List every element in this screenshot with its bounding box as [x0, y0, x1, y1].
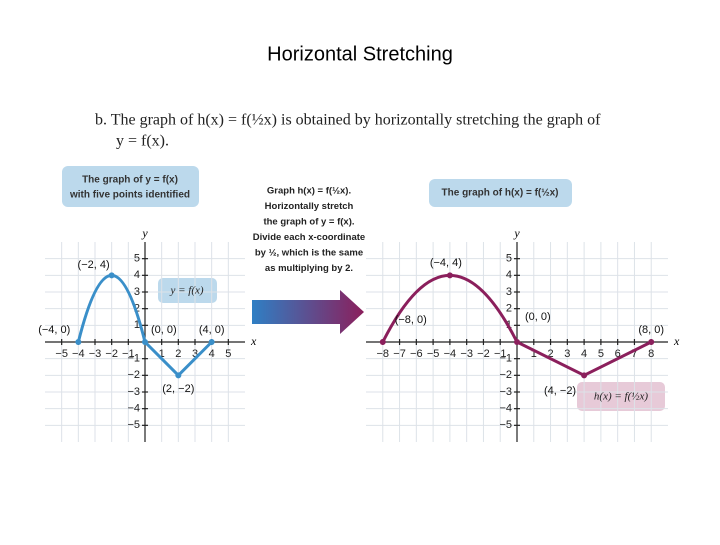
- instruction-line: Graph h(x) = f(½x).: [267, 186, 351, 197]
- y-tick-label: 5: [134, 253, 140, 265]
- y-tick-label: 4: [506, 269, 512, 281]
- legend-label: y = f(x): [169, 285, 203, 297]
- callout-text: The graph of y = f(x): [82, 175, 178, 186]
- instruction-line: the graph of y = f(x).: [263, 217, 354, 228]
- y-tick-label: 5: [506, 253, 512, 265]
- x-tick-label: 2: [547, 348, 553, 360]
- y-tick-label: −3: [127, 386, 140, 398]
- y-tick-label: 4: [134, 269, 140, 281]
- point-label: (−2, 4): [78, 259, 110, 271]
- chart: xy−8 −7 −6 −5 −4 −3 −2 −1 1 2 3 4 5 6 7 8−5−4−3−2−11234…: [366, 188, 680, 442]
- x-tick-label: −5: [55, 348, 68, 360]
- y-tick-label: −1: [127, 353, 140, 365]
- point: [581, 372, 588, 379]
- point-label: (−4, 0): [38, 324, 70, 336]
- x-tick-label: −2: [477, 348, 490, 360]
- callout-box: [62, 166, 199, 207]
- x-tick-label: 4: [581, 348, 587, 360]
- point: [75, 339, 82, 345]
- x-tick-label: 5: [598, 348, 604, 360]
- point-label: (−4, 4): [430, 257, 462, 269]
- y-tick-label: 3: [134, 286, 140, 298]
- statement-line: b. The graph of h(x) = f(½x) is obtained…: [95, 112, 601, 129]
- y-tick-label: 2: [134, 303, 140, 315]
- x-tick-label: −5: [427, 348, 440, 360]
- x-tick-label: −1: [122, 348, 135, 360]
- y-tick-label: 1: [134, 319, 140, 331]
- point-label: (2, −2): [162, 383, 194, 395]
- y-tick-label: −3: [499, 386, 512, 398]
- point-label: (0, 0): [525, 311, 551, 323]
- point: [648, 339, 655, 345]
- legend-label: h(x) = f(½x): [594, 391, 648, 403]
- x-tick-label: 1: [531, 348, 537, 360]
- callout-text: The graph of h(x) = f(½x): [442, 188, 559, 199]
- y-tick-label: −4: [499, 403, 512, 415]
- x-tick-label: 8: [648, 348, 654, 360]
- x-tick-label: 3: [192, 348, 198, 360]
- x-tick-label: 5: [225, 348, 231, 360]
- point-label: (4, −2): [544, 385, 576, 397]
- y-tick-label: −2: [127, 369, 140, 381]
- x-tick-label: −2: [105, 348, 118, 360]
- title: Horizontal Stretching: [267, 43, 453, 65]
- x-tick-label: 1: [159, 348, 165, 360]
- x-tick-label: 2: [175, 348, 181, 360]
- y-tick-label: 2: [506, 303, 512, 315]
- x-tick-label: 4: [209, 348, 215, 360]
- y-axis-label: y: [513, 226, 520, 240]
- point: [514, 339, 520, 345]
- x-tick-label: −6: [410, 348, 423, 360]
- point: [446, 272, 453, 279]
- y-tick-label: −5: [499, 419, 512, 431]
- x-tick-label: −4: [72, 348, 85, 360]
- x-tick-label: −1: [494, 348, 507, 360]
- legend-box: [577, 382, 665, 411]
- point-label: (4, 0): [199, 324, 225, 336]
- y-tick-label: −1: [499, 353, 512, 365]
- y-axis-label: y: [141, 226, 148, 240]
- arrow: [252, 290, 364, 334]
- y-tick-label: −5: [127, 419, 140, 431]
- x-axis-label: x: [673, 334, 680, 348]
- x-tick-label: 6: [615, 348, 621, 360]
- y-tick-label: −4: [127, 403, 140, 415]
- legend-box: [158, 278, 217, 303]
- point: [379, 339, 386, 345]
- point-label: (8, 0): [638, 324, 664, 336]
- x-tick-label: −3: [460, 348, 473, 360]
- x-tick-label: −3: [89, 348, 102, 360]
- callout-text: with five points identified: [69, 190, 190, 201]
- point-label: (−8, 0): [395, 314, 427, 326]
- y-tick-label: 3: [506, 286, 512, 298]
- x-tick-label: −4: [444, 348, 457, 360]
- x-tick-label: −8: [377, 348, 390, 360]
- instruction-line: by ½, which is the same: [255, 248, 363, 259]
- point: [175, 372, 182, 379]
- point: [108, 272, 115, 279]
- callout-box: [429, 179, 572, 207]
- x-tick-label: 7: [631, 348, 637, 360]
- x-axis-label: x: [250, 334, 257, 348]
- instruction: Graph h(x) = f(½x). Horizontally stretch t…: [253, 186, 365, 275]
- point: [208, 339, 215, 345]
- instruction-line: Divide each x-coordinate: [253, 232, 365, 243]
- statement-line: y = f(x).: [116, 133, 169, 150]
- instruction-line: Horizontally stretch: [265, 201, 354, 212]
- x-tick-label: −7: [393, 348, 406, 360]
- instruction-line: as multiplying by 2.: [265, 263, 353, 274]
- point-label: (0, 0): [151, 324, 177, 336]
- point: [142, 339, 148, 345]
- y-tick-label: −2: [499, 369, 512, 381]
- x-tick-label: 3: [564, 348, 570, 360]
